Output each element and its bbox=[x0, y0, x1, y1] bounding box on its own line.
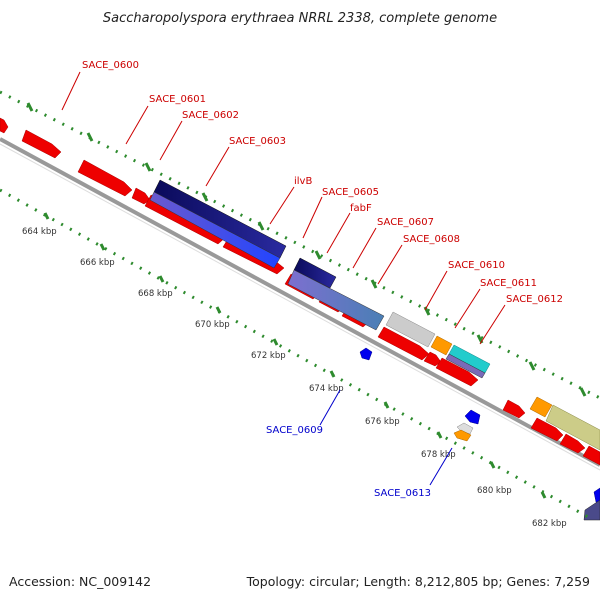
gene-arrow bbox=[530, 417, 564, 442]
gene-arrow bbox=[582, 445, 600, 466]
gene-arrow-reverse bbox=[464, 409, 481, 425]
forward-gene-track bbox=[0, 117, 600, 466]
gene-label[interactable]: SACE_0601 bbox=[149, 94, 206, 105]
tick-label: 668 kbp bbox=[138, 289, 173, 299]
gene-labels: SACE_0600 SACE_0601 SACE_0602 SACE_0603 … bbox=[82, 60, 563, 499]
tick-label: 674 kbp bbox=[309, 384, 344, 394]
outer-tick-ring bbox=[0, 90, 600, 400]
feature-bar-purple bbox=[149, 191, 281, 269]
outer-major-ticks bbox=[26, 102, 587, 397]
gene-label[interactable]: SACE_0605 bbox=[322, 187, 379, 198]
tick-label: 664 kbp bbox=[22, 227, 57, 237]
gene-arrow bbox=[502, 399, 526, 419]
feature-bar-grey bbox=[385, 311, 436, 348]
feature-bar-orange bbox=[529, 396, 553, 418]
feature-bar-olive bbox=[545, 404, 600, 451]
feature-bar-slate bbox=[287, 269, 385, 331]
gene-arrow bbox=[559, 433, 586, 454]
tick-label: 682 kbp bbox=[532, 519, 567, 529]
gene-label[interactable]: SACE_0611 bbox=[480, 278, 537, 289]
feature-bar-slate bbox=[583, 499, 600, 521]
gene-arrow bbox=[21, 129, 62, 159]
gene-label[interactable]: ilvB bbox=[294, 176, 312, 187]
feature-bar-orange bbox=[430, 335, 453, 356]
inner-tick-ring bbox=[0, 188, 591, 520]
gene-label[interactable]: SACE_0603 bbox=[229, 136, 286, 147]
feature-bar-orange bbox=[453, 429, 472, 442]
gene-arrow-reverse bbox=[593, 487, 600, 505]
gene-label[interactable]: SACE_0602 bbox=[182, 110, 239, 121]
reverse-feature-track bbox=[359, 347, 600, 521]
tick-label: 666 kbp bbox=[80, 258, 115, 268]
tick-label: 676 kbp bbox=[365, 417, 400, 427]
topology-label: Topology: circular; Length: 8,212,805 bp… bbox=[246, 574, 590, 589]
map-title: Saccharopolyspora erythraea NRRL 2338, c… bbox=[103, 11, 497, 26]
gene-arrow bbox=[77, 159, 133, 197]
gene-label-leaders bbox=[61, 71, 506, 345]
genome-backbone bbox=[0, 137, 600, 471]
gene-label[interactable]: fabF bbox=[350, 203, 372, 214]
gene-arrow bbox=[377, 326, 430, 361]
gene-arrow-reverse bbox=[359, 347, 373, 361]
feature-bar-purple-thin bbox=[445, 353, 486, 379]
tick-label: 680 kbp bbox=[477, 486, 512, 496]
tick-labels: 664 kbp 666 kbp 668 kbp 670 kbp 672 kbp … bbox=[22, 227, 567, 529]
gene-label[interactable]: SACE_0609 bbox=[266, 425, 323, 436]
tick-label: 670 kbp bbox=[195, 320, 230, 330]
gene-label-leaders-reverse bbox=[319, 389, 453, 486]
gene-label[interactable]: SACE_0610 bbox=[448, 260, 505, 271]
gene-arrow bbox=[435, 357, 479, 387]
gene-arrow bbox=[0, 117, 9, 134]
outer-feature-track bbox=[149, 179, 600, 451]
gene-label[interactable]: SACE_0613 bbox=[374, 488, 431, 499]
gene-label[interactable]: SACE_0608 bbox=[403, 234, 460, 245]
gene-label[interactable]: SACE_0612 bbox=[506, 294, 563, 305]
gene-arrow bbox=[423, 351, 442, 367]
feature-bar-navy bbox=[293, 257, 337, 289]
inner-major-ticks bbox=[43, 212, 547, 499]
accession-label: Accession: NC_009142 bbox=[9, 574, 151, 589]
tick-label: 672 kbp bbox=[251, 351, 286, 361]
gene-label[interactable]: SACE_0600 bbox=[82, 60, 139, 71]
gene-label[interactable]: SACE_0607 bbox=[377, 217, 434, 228]
tick-label: 678 kbp bbox=[421, 450, 456, 460]
